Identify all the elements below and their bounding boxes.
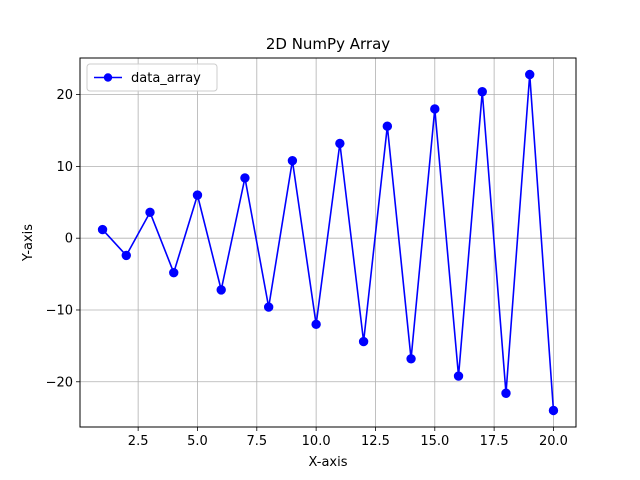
data-point [97,224,108,235]
data-point [311,319,321,330]
data-point [477,87,487,97]
data-point [169,267,179,278]
data-point [145,207,155,218]
data-point [525,69,535,80]
x-tick-label: 17.5 [480,434,509,449]
data-point [453,371,464,381]
x-tick-label: 15.0 [420,434,449,449]
plot-area [80,58,576,427]
legend-box [86,63,218,92]
x-tick-label: 5.0 [187,434,208,449]
data-point [430,104,440,114]
plot-frame [79,57,577,428]
data-point [263,302,274,312]
data-point [121,250,131,261]
legend: data_array [86,63,218,92]
data-point [216,285,226,295]
x-tick-label: 10.0 [302,434,331,449]
y-tick-label: 20 [56,88,73,103]
data-point [406,354,416,364]
series-line [101,73,555,411]
y-tick-label: 0 [65,232,73,247]
x-tick-label: 7.5 [246,434,267,449]
data-point [501,388,511,398]
data-point [382,121,393,131]
y-tick-label: −10 [46,303,73,318]
x-tick-label: 12.5 [361,434,390,449]
y-tick-label: −20 [46,375,73,390]
series-layer [97,69,559,416]
data-point [548,405,559,416]
x-axis-title: X-axis [309,455,348,470]
data-point [240,173,250,183]
legend-label: data_array [131,71,201,86]
x-tick-label: 2.5 [128,434,149,449]
data-point [192,190,203,200]
data-point [358,336,369,347]
data-point [287,155,298,166]
ticks: 2.5 5.0 7.5 10.0 12.5 15.0 17.5 20.0 −20 −10 0 10 20 [46,88,568,449]
y-tick-label: 10 [56,160,73,175]
x-tick-label: 20.0 [539,434,568,449]
chart-title: 2D NumPy Array [266,35,390,53]
y-axis-title: Y-axis [21,224,36,262]
data-point [335,138,345,149]
legend-marker [103,73,113,82]
